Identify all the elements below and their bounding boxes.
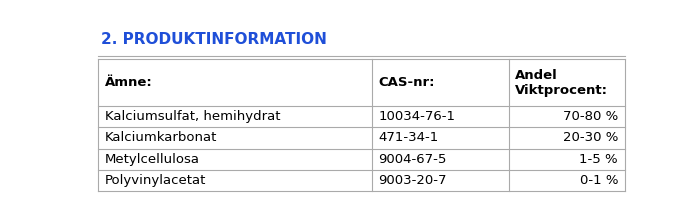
Text: 471-34-1: 471-34-1 [379,131,439,144]
Text: 70-80 %: 70-80 % [563,110,618,123]
Text: 10034-76-1: 10034-76-1 [379,110,456,123]
Text: Polyvinylacetat: Polyvinylacetat [105,174,206,187]
Text: Kalciumkarbonat: Kalciumkarbonat [105,131,217,144]
Text: Kalciumsulfat, hemihydrat: Kalciumsulfat, hemihydrat [105,110,281,123]
Text: 9004-67-5: 9004-67-5 [379,153,447,166]
Text: 20-30 %: 20-30 % [563,131,618,144]
Text: Metylcellulosa: Metylcellulosa [105,153,200,166]
Text: CAS-nr:: CAS-nr: [379,76,435,89]
Text: 1-5 %: 1-5 % [580,153,618,166]
Text: 9003-20-7: 9003-20-7 [379,174,447,187]
Text: 2. PRODUKTINFORMATION: 2. PRODUKTINFORMATION [101,32,327,47]
Text: Andel
Viktprocent:: Andel Viktprocent: [515,69,608,97]
Text: Ämne:: Ämne: [105,76,153,89]
Text: 0-1 %: 0-1 % [580,174,618,187]
